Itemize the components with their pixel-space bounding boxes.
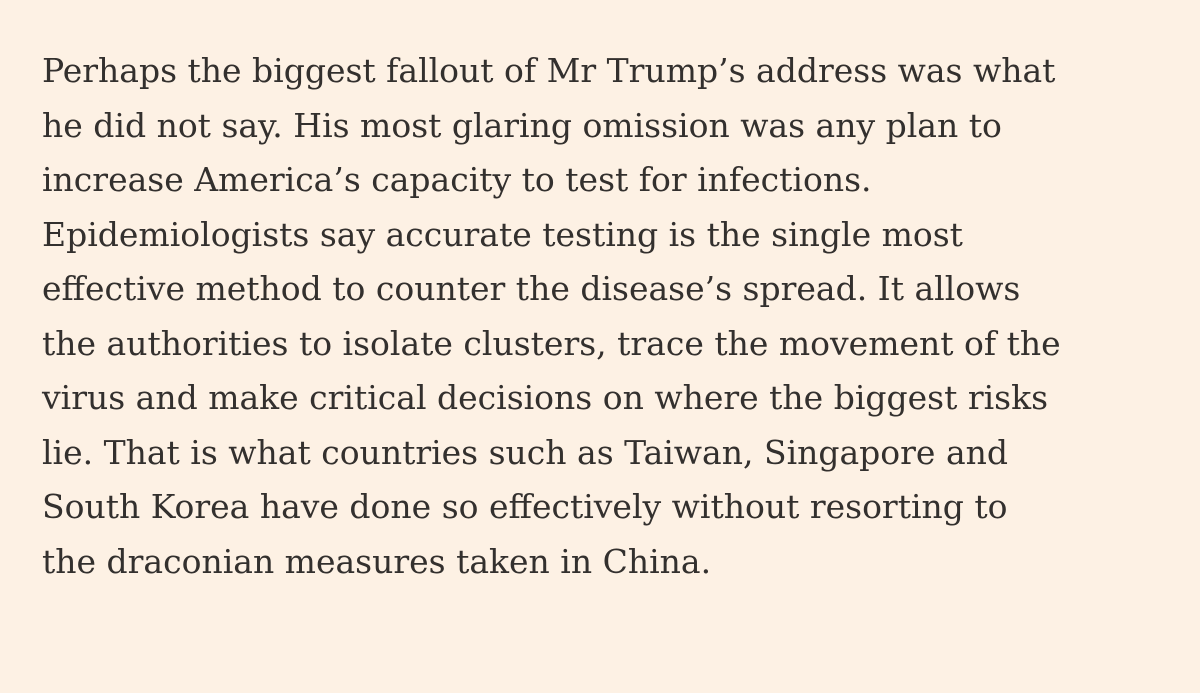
paragraph-line-7: virus and make critical decisions on whe… xyxy=(42,378,1049,417)
paragraph-line-1: Perhaps the biggest fallout of Mr Trump’… xyxy=(42,51,1056,90)
paragraph-line-3: increase America’s capacity to test for … xyxy=(42,160,872,199)
paragraph-line-8: lie. That is what countries such as Taiw… xyxy=(42,432,1009,472)
paragraph-line-10: the draconian measures taken in China. xyxy=(42,541,712,581)
paragraph-line-5: effective method to counter the disease’… xyxy=(42,269,1021,308)
paragraph-line-4: Epidemiologists say accurate testing is … xyxy=(42,214,963,254)
paragraph-line-6: the authorities to isolate clusters, tra… xyxy=(42,323,1061,363)
paragraph-line-2: he did not say. His most glaring omissio… xyxy=(42,105,1002,145)
paragraph-line-9: South Korea have done so effectively wit… xyxy=(42,487,1008,526)
article-paragraph: Perhaps the biggest fallout of Mr Trump’… xyxy=(42,44,1192,589)
